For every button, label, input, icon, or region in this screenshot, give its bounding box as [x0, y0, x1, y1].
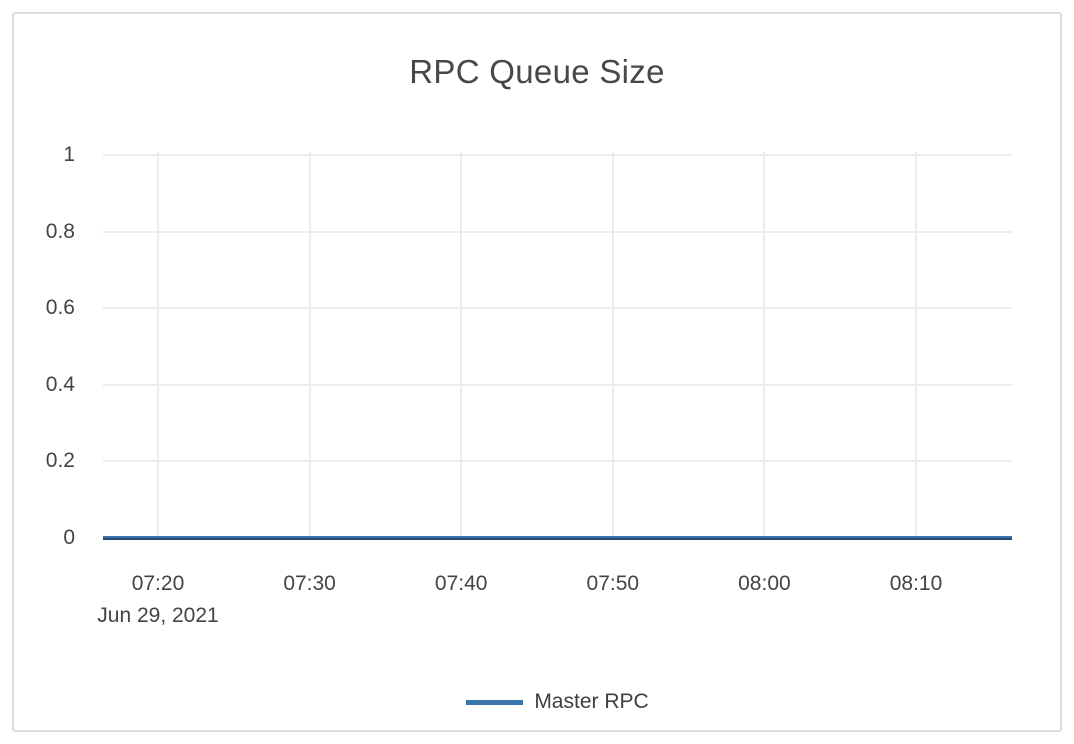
plot-area[interactable]: 08:10 08:00 07:50 07:40 07:30 07:20 0 0.2 0.4 0.6…: [46, 143, 1012, 713]
v-gridline: [611, 152, 614, 538]
h-gridline: [103, 383, 1012, 386]
y-tick-label: 0: [63, 526, 75, 549]
legend: Master RPC: [103, 690, 1012, 714]
y-tick-label: 0.8: [45, 219, 75, 243]
x-tick-label: 08:00: [738, 572, 791, 595]
y-tick-label: 0.6: [45, 296, 75, 320]
h-gridline: [103, 230, 1012, 233]
x-tick-label: 07:20: [131, 572, 185, 595]
x-tick-label: 08:10: [889, 572, 943, 595]
v-gridline: [156, 152, 159, 538]
series-line-master-rpc[interactable]: [103, 536, 1012, 540]
chart-title: RPC Queue Size: [409, 53, 665, 90]
v-gridline: [915, 152, 917, 538]
legend-item-master-rpc[interactable]: Master RPC: [466, 690, 649, 714]
v-gridline: [460, 152, 463, 538]
legend-label: Master RPC: [534, 690, 649, 713]
v-gridline: [763, 152, 766, 538]
chart-card: RPC Queue Size 08:10 08:00 07:50 07:40 07:30…: [12, 12, 1062, 732]
y-tick-label: 0.2: [45, 449, 75, 473]
x-tick-label: 07:30: [283, 572, 336, 595]
y-tick-label: 0.4: [45, 372, 75, 396]
x-tick-label: 07:40: [434, 572, 488, 595]
h-gridline: [103, 307, 1012, 310]
x-axis-date-label: Jun 29, 2021: [97, 604, 219, 627]
h-gridline: [103, 460, 1012, 463]
x-tick-label: 07:50: [586, 572, 640, 595]
v-gridline: [308, 152, 311, 538]
legend-line-swatch: [466, 699, 524, 705]
h-gridline: [103, 154, 1012, 156]
y-tick-label: 1: [63, 143, 75, 166]
